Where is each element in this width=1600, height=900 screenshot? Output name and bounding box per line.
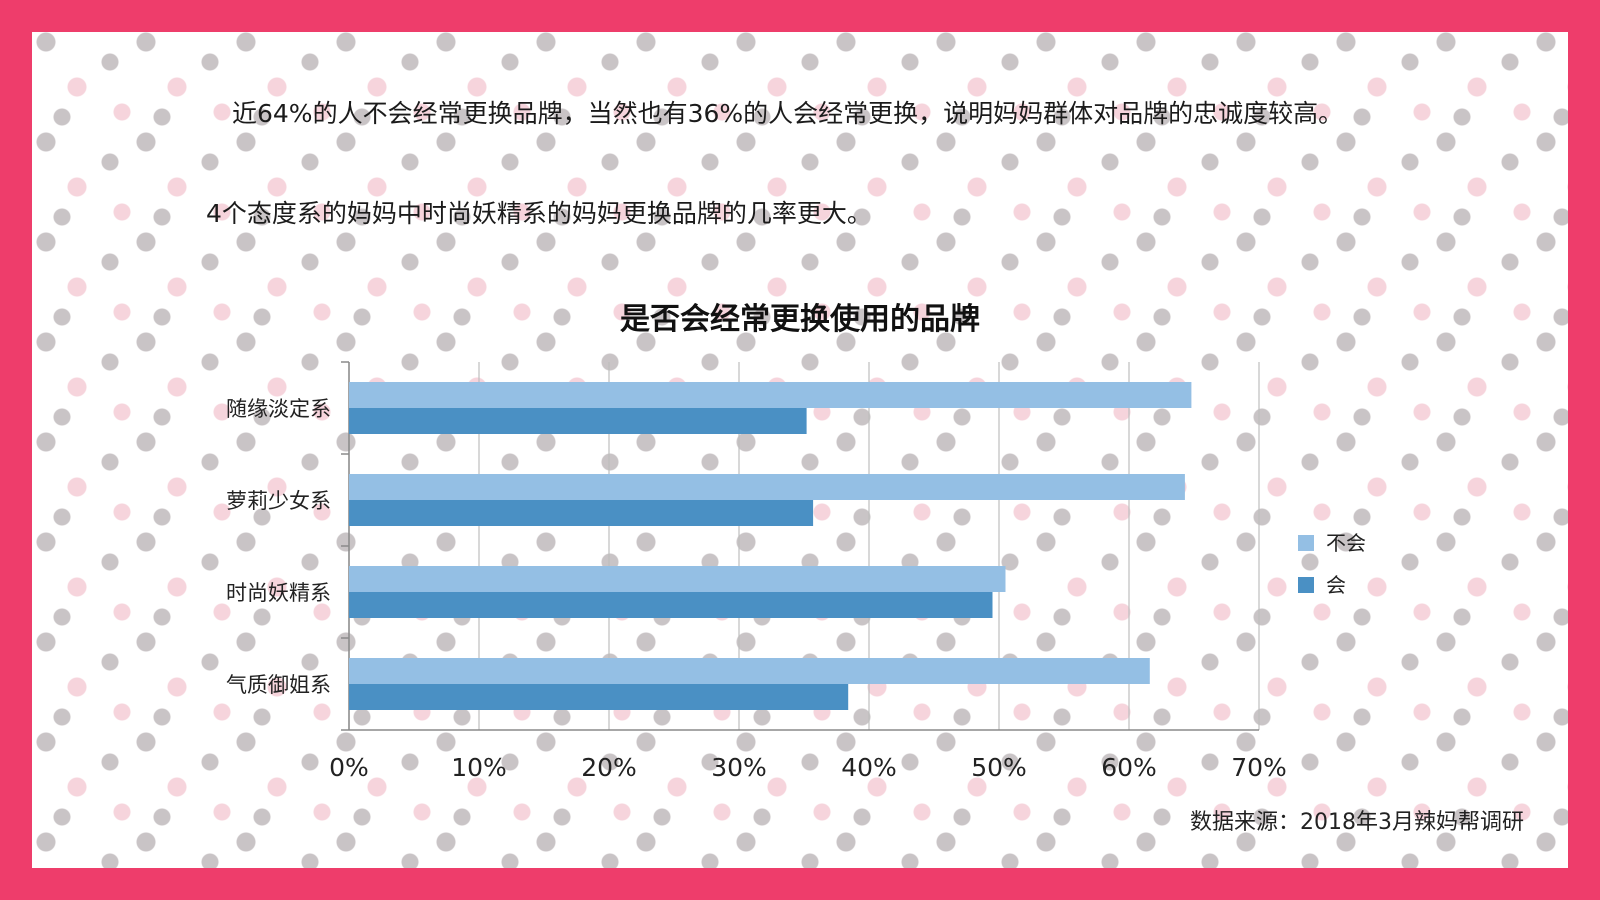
x-tick-label: 20% (581, 753, 637, 782)
x-tick-label: 40% (841, 753, 897, 782)
x-tick-label: 70% (1231, 753, 1287, 782)
x-tick-label: 10% (451, 753, 507, 782)
legend-label: 会 (1326, 573, 1346, 597)
bar-bu-hui (349, 566, 1006, 592)
bar-hui (349, 500, 814, 526)
legend-swatch (1298, 535, 1314, 551)
legend-swatch (1298, 577, 1314, 593)
content-card: 近64%的人不会经常更换品牌，当然也有36%的人会经常更换，说明妈妈群体对品牌的… (32, 32, 1568, 868)
chart-title: 是否会经常更换使用的品牌 (620, 302, 980, 337)
category-label: 随缘淡定系 (226, 397, 331, 421)
bar-hui (349, 408, 807, 434)
summary-paragraph-2: 4个态度系的妈妈中时尚妖精系的妈妈更换品牌的几率更大。 (206, 199, 872, 228)
x-tick-label: 60% (1101, 753, 1157, 782)
summary-paragraph-1: 近64%的人不会经常更换品牌，当然也有36%的人会经常更换，说明妈妈群体对品牌的… (232, 99, 1344, 128)
x-tick-label: 0% (329, 753, 369, 782)
bar-bu-hui (349, 474, 1185, 500)
x-tick-label: 50% (971, 753, 1027, 782)
legend-label: 不会 (1326, 531, 1366, 555)
category-label: 萝莉少女系 (226, 489, 331, 513)
x-tick-label: 30% (711, 753, 767, 782)
bar-bu-hui (349, 658, 1150, 684)
bar-hui (349, 684, 849, 710)
bar-chart: 0% 10% 20% 30% 40% 50% 60% 70% 随缘淡定系萝莉少女系时尚妖精系气质… (226, 361, 1366, 782)
bar-bu-hui (349, 382, 1192, 408)
bar-hui (349, 592, 993, 618)
data-source-note: 数据来源：2018年3月辣妈帮调研 (1190, 810, 1524, 835)
category-label: 时尚妖精系 (226, 581, 331, 605)
category-label: 气质御姐系 (226, 673, 331, 697)
